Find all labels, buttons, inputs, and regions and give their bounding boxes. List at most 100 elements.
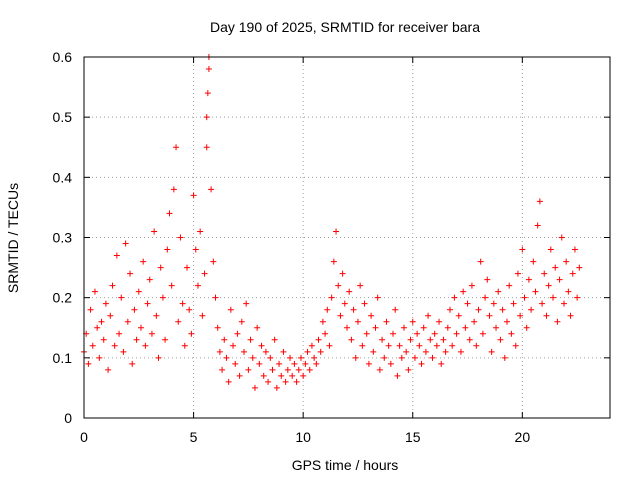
data-point [199,312,206,319]
data-point [273,384,280,391]
y-tick-label: 0.3 [53,230,73,246]
data-point [473,342,480,349]
data-point [521,294,528,301]
data-point [374,294,381,301]
data-point [528,306,535,313]
data-point [249,354,256,361]
data-point [383,318,390,325]
data-point [451,294,458,301]
grid [84,57,610,418]
data-point [131,306,138,313]
y-tick-labels: 0 0.1 0.2 0.3 0.4 0.5 0.6 [53,49,73,426]
data-point [240,348,247,355]
data-point [453,330,460,337]
data-point [262,348,269,355]
data-point [556,276,563,283]
y-axis-label: SRMTID / TECUs [5,183,21,293]
data-point [341,300,348,307]
data-point [567,312,574,319]
data-point [146,276,153,283]
data-point [372,324,379,331]
x-tick-label: 0 [80,429,88,445]
data-point [297,354,304,361]
data-point [113,252,120,259]
data-point [186,306,193,313]
data-point [127,270,134,277]
data-point [328,294,335,301]
data-point [438,360,445,367]
data-point [221,336,228,343]
data-point [304,348,311,355]
data-point [466,336,473,343]
data-point [420,324,427,331]
data-point [107,312,114,319]
data-point [192,246,199,253]
data-point [208,186,215,193]
data-point [499,306,506,313]
data-point [379,336,386,343]
data-point [488,348,495,355]
data-point [256,360,263,367]
data-point [258,342,265,349]
data-point [398,354,405,361]
data-point [236,372,243,379]
data-point [574,294,581,301]
data-point [425,312,432,319]
data-point [387,360,394,367]
data-point [431,330,438,337]
data-point [543,312,550,319]
data-point [201,270,208,277]
data-point [204,90,211,97]
data-point [311,354,318,361]
data-point [486,312,493,319]
y-tick-label: 0.5 [53,109,73,125]
data-point [545,282,552,289]
data-point [541,270,548,277]
data-point [251,384,258,391]
data-point [148,330,155,337]
y-tick-label: 0.6 [53,49,73,65]
data-point [514,270,521,277]
data-point [352,354,359,361]
data-point [291,360,298,367]
data-point [429,354,436,361]
data-point [223,354,230,361]
data-point [137,324,144,331]
data-point [151,228,158,235]
data-point [289,372,296,379]
data-point [96,354,103,361]
data-point [94,324,101,331]
data-point [462,324,469,331]
data-point [271,336,278,343]
data-point [433,342,440,349]
data-point [210,258,217,265]
data-point [155,354,162,361]
x-tick-labels: 0 5 10 15 20 [80,429,530,445]
data-point [490,300,497,307]
data-point [260,372,267,379]
data-point [144,300,151,307]
data-point [414,330,421,337]
data-point [181,342,188,349]
data-point [190,192,197,199]
data-point [354,318,361,325]
data-point [440,336,447,343]
data-point [571,246,578,253]
data-point [539,300,546,307]
data-point [477,258,484,265]
data-point [444,324,451,331]
data-point [396,342,403,349]
data-point [394,372,401,379]
data-point [166,210,173,217]
data-point [120,348,127,355]
data-point [457,348,464,355]
x-tick-label: 15 [405,429,421,445]
data-point [475,306,482,313]
data-point [530,258,537,265]
data-point [484,276,491,283]
data-point [295,366,302,373]
data-point [385,342,392,349]
data-point [216,348,223,355]
data-point [247,336,254,343]
